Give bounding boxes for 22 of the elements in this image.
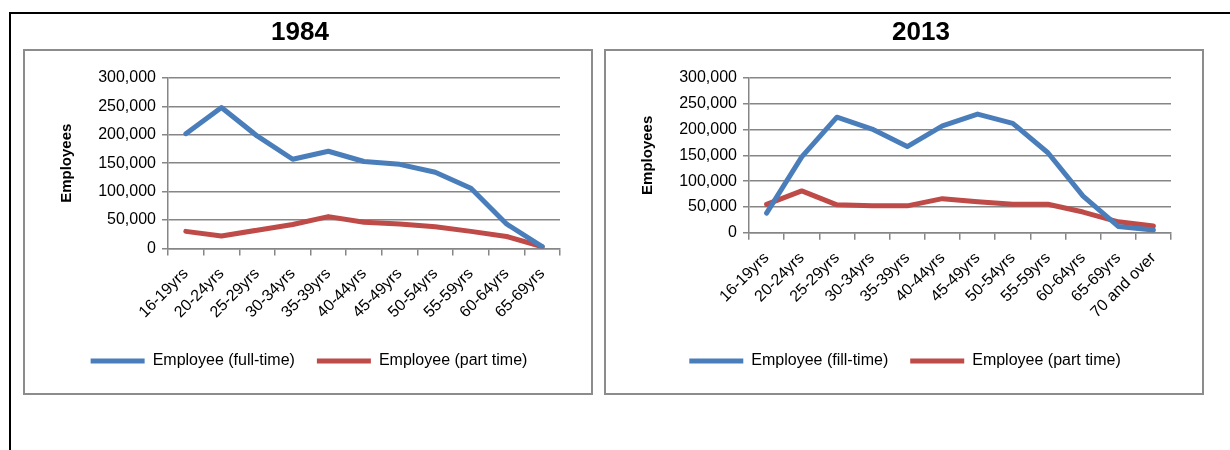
y-tick-label: 200,000 — [679, 119, 738, 137]
chart-title: 1984 — [270, 16, 330, 46]
legend-label: Employee (part time) — [378, 351, 528, 369]
y-tick-label: 50,000 — [107, 210, 157, 228]
y-tick-label: 300,000 — [679, 68, 738, 86]
y-tick-label: 0 — [147, 238, 157, 256]
legend-label: Employee (fill-time) — [751, 351, 889, 369]
y-tick-label: 0 — [728, 223, 738, 241]
y-axis-title: Employees — [638, 115, 656, 195]
y-tick-label: 100,000 — [98, 182, 157, 200]
y-tick-label: 150,000 — [98, 153, 157, 171]
y-tick-label: 250,000 — [679, 94, 738, 112]
chart-title: 2013 — [891, 16, 951, 46]
y-tick-label: 50,000 — [688, 197, 738, 215]
y-tick-label: 100,000 — [679, 171, 738, 189]
y-axis-title: Employees — [57, 123, 75, 203]
legend-label: Employee (full-time) — [152, 351, 295, 369]
y-tick-label: 150,000 — [679, 145, 738, 163]
y-tick-label: 300,000 — [98, 68, 157, 86]
legend-label: Employee (part time) — [972, 351, 1121, 369]
y-tick-label: 250,000 — [98, 96, 157, 114]
y-tick-label: 200,000 — [98, 125, 157, 143]
